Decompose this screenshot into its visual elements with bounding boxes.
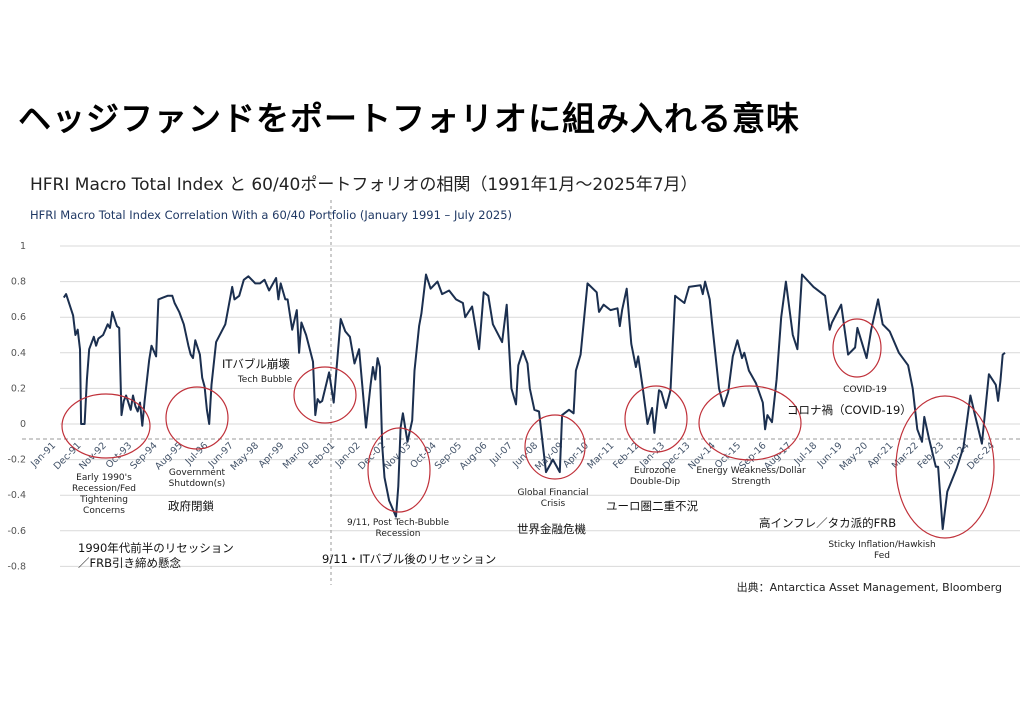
annotation-eurozone-jp: ユーロ圏二重不況 [606,499,698,513]
x-tick-label: Dec-91 [52,440,84,472]
annotation-early-1990s-jp: 1990年代前半のリセッション ／FRB引き締め懸念 [78,541,234,571]
annotation-covid-en: COVID-19 [843,385,887,395]
page-title: ヘッジファンドをポートフォリオに組み入れる意味 [18,99,800,138]
y-tick-label: -0.8 [7,561,26,572]
annotation-line: Government [168,468,226,478]
annotation-line: Shutdown(s) [168,479,226,489]
annotation-line: Recession [375,529,421,539]
annotation-line: 1990年代前半のリセッション [78,541,234,555]
annotation-line: Fed [874,551,890,561]
annotation-line: Sticky Inflation/Hawkish [828,540,936,550]
chart-title: HFRI Macro Total Index Correlation With … [30,208,513,222]
circle-post-tech-recession [367,427,431,513]
circle-eurozone [624,385,688,453]
annotation-post-tech-jp: 9/11・ITバブル後のリセッション [322,552,497,566]
annotation-government-shutdown-jp: 政府閉鎖 [168,499,214,513]
x-tick-label: Mar-11 [585,440,616,471]
annotation-line: Global Financial [517,488,589,498]
annotation-covid-jp: コロナ禍（COVID-19） [787,403,912,417]
circle-government-shutdown [165,386,229,450]
y-tick-label: 0.2 [11,383,26,394]
x-tick-label: Aug-06 [458,440,490,472]
annotation-early-1990s-en: Early 1990's Recession/Fed Tightening Co… [72,473,136,517]
x-tick-label: May-98 [229,440,262,473]
annotation-line: Energy Weakness/Dollar [696,466,806,476]
annotation-line: Early 1990's [76,473,132,483]
annotation-gfc-jp: 世界金融危機 [517,522,586,536]
x-tick-label: Mar-00 [281,440,312,471]
y-tick-label: 0.6 [11,312,26,323]
event-circles [61,318,995,539]
y-tick-label: -0.4 [7,490,26,501]
annotation-line: ／FRB引き締め懸念 [78,556,181,570]
y-tick-label: -0.6 [7,526,26,537]
circle-gfc [524,414,586,480]
y-tick-label: 0.8 [11,277,26,288]
x-tick-label: Jul-96 [183,440,211,468]
circle-sticky-inflation [895,395,995,539]
circle-early-1990s [61,393,151,459]
annotation-line: Double-Dip [629,477,681,487]
annotation-line: 9/11, Post Tech-Bubble [346,518,450,528]
annotation-sticky-inflation-jp: 高インフレ／タカ派的FRB [759,516,897,530]
annotation-line: Crisis [540,499,566,509]
annotation-line: Concerns [83,506,125,516]
circle-covid [832,318,882,378]
x-tick-label: Feb-01 [307,440,338,471]
circle-energy-weakness [698,385,802,461]
annotation-line: Recession/Fed [72,484,136,494]
annotation-energy-en: Energy Weakness/Dollar Strength [696,466,805,488]
annotation-government-shutdown-en: Government Shutdown(s) [169,468,226,490]
y-tick-label: 0.4 [11,348,26,359]
x-tick-label: Nov-03 [382,440,414,472]
y-tick-label: 1 [20,241,26,252]
annotation-tech-bubble-en: Tech Bubble [237,375,293,385]
annotation-line: Tightening [80,495,128,505]
circle-tech-bubble [293,366,357,424]
y-axis-ticks: 1 0.8 0.6 0.4 0.2 0 -0.2 -0.4 -0.6 -0.8 [7,241,26,572]
y-tick-label: 0 [20,419,26,430]
x-tick-label: Jul-18 [792,440,820,468]
annotation-tech-bubble-jp: ITバブル崩壊 [222,357,290,371]
chart-subtitle-japanese: HFRI Macro Total Index と 60/40ポートフォリオの相関… [30,175,698,195]
x-tick-label: Jul-07 [487,440,515,468]
annotation-eurozone-en: Eurozone Double-Dip [630,466,680,488]
series-line [62,273,1006,530]
gridlines [60,245,1020,567]
annotation-gfc-en: Global Financial Crisis [518,488,589,510]
annotation-post-tech-en: 9/11, Post Tech-Bubble Recession [347,518,449,540]
y-tick-label: -0.2 [7,455,26,466]
annotation-line: Strength [731,477,771,487]
annotation-sticky-inflation-en: Sticky Inflation/Hawkish Fed [828,540,935,562]
x-tick-label: Mar-22 [890,440,921,471]
annotation-line: Eurozone [634,466,676,476]
x-tick-label: May-20 [838,440,871,473]
source-note: 出典：Antarctica Asset Management, Bloomber… [736,581,1002,594]
